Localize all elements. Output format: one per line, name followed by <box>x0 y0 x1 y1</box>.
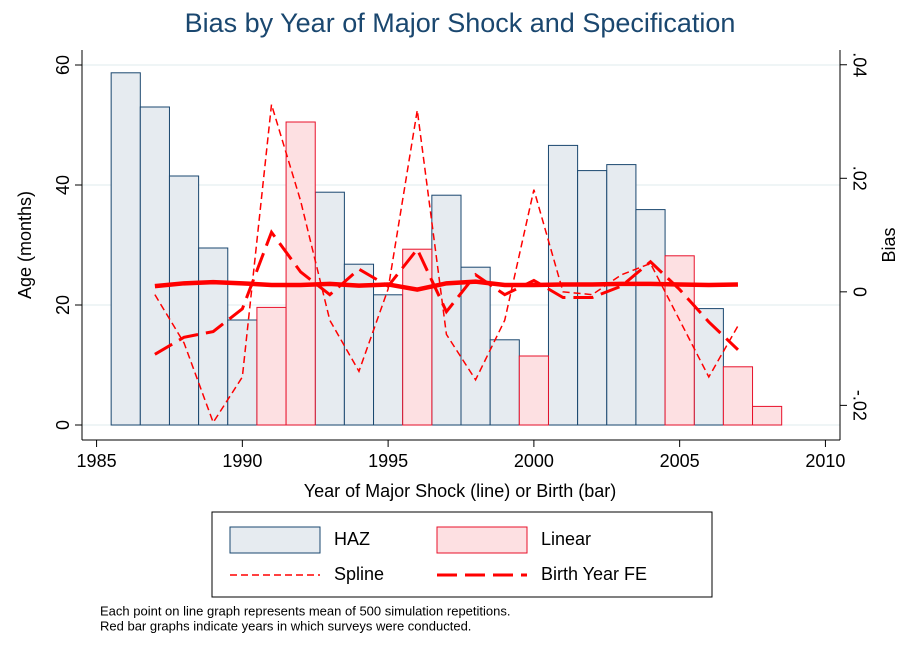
bar <box>402 248 433 426</box>
x-tick-label: 1985 <box>77 451 117 471</box>
bar <box>489 339 520 426</box>
legend-swatch <box>229 526 321 554</box>
bar <box>110 72 141 426</box>
bar <box>373 294 404 426</box>
bar <box>606 164 637 426</box>
y2-axis-title: Bias <box>879 227 899 262</box>
bar <box>256 306 287 426</box>
y2-tick-label: .04 <box>849 52 869 77</box>
bar <box>693 308 724 426</box>
legend-swatch <box>436 526 528 554</box>
y-tick-label: 40 <box>53 175 73 195</box>
legend-label: HAZ <box>334 529 370 549</box>
x-tick-label: 2000 <box>514 451 554 471</box>
y-tick-label: 0 <box>53 420 73 430</box>
y-tick-label: 20 <box>53 295 73 315</box>
y-tick-label: 60 <box>53 55 73 75</box>
bar <box>139 106 170 426</box>
legend-label: Spline <box>334 564 384 584</box>
line <box>154 279 739 292</box>
legend-label: Birth Year FE <box>541 564 647 584</box>
chart-title: Bias by Year of Major Shock and Specific… <box>185 8 736 38</box>
y2-tick-label: 0 <box>849 287 869 297</box>
bar <box>460 266 491 426</box>
y2-tick-label: -.02 <box>849 390 869 421</box>
bar <box>168 175 200 426</box>
bar <box>722 366 754 426</box>
x-tick-label: 2010 <box>805 451 845 471</box>
bar <box>314 191 345 426</box>
x-tick-label: 1995 <box>368 451 408 471</box>
x-tick-label: 2005 <box>660 451 700 471</box>
legend-label: Linear <box>541 529 591 549</box>
bar <box>343 263 375 426</box>
legend-box <box>211 511 713 598</box>
y2-tick-label: .02 <box>849 166 869 191</box>
x-axis-title: Year of Major Shock (line) or Birth (bar… <box>304 481 616 501</box>
note: Red bar graphs indicate years in which s… <box>100 618 471 633</box>
x-tick-label: 1990 <box>222 451 262 471</box>
bar <box>518 355 549 426</box>
bar <box>752 405 783 426</box>
note: Each point on line graph represents mean… <box>100 603 510 618</box>
bar <box>198 247 229 426</box>
bar <box>635 209 666 426</box>
y-axis-title: Age (months) <box>15 191 35 299</box>
